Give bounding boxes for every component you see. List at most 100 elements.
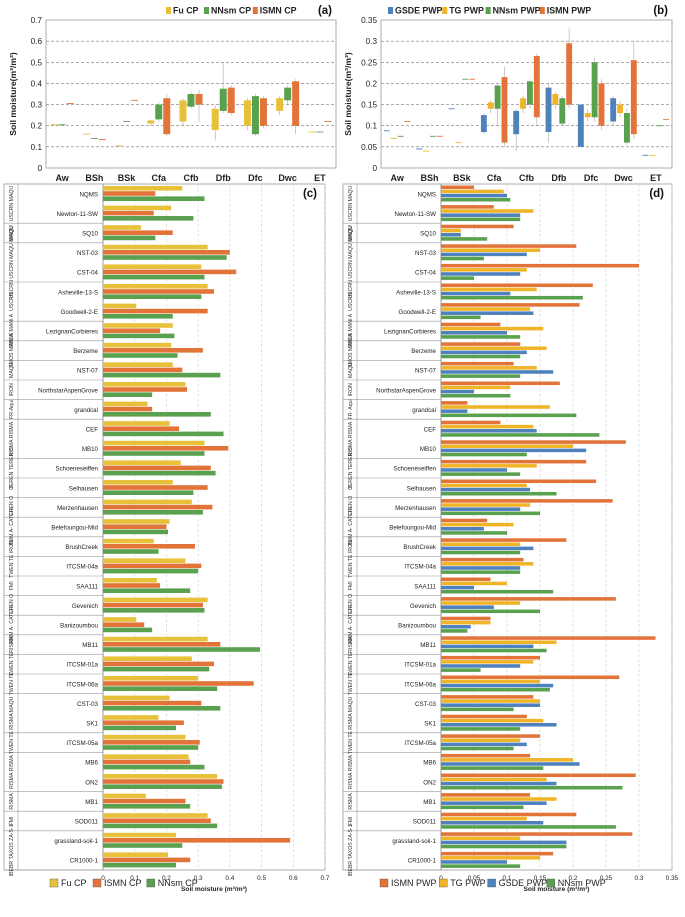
bar-gsde-pwp-itcsm-06a [441,683,554,688]
station-label: Selhausen [69,485,99,492]
legend-swatch [166,7,171,14]
box-tg-pwp-dfc [584,113,591,118]
box-tg-pwp-cfa [487,102,494,109]
bar-ismn-cp-newton-11-sw [103,210,154,216]
bar-nnsm-cp-northstaraspengrove [103,392,153,397]
legend-label: GSDE PWP [395,6,443,16]
legend-swatch [379,878,389,888]
bar-nnsm-pwp-mb1 [441,805,524,810]
x-tick-label: 0.05 [468,875,481,882]
bar-nnsm-pwp-itcsm-01a [441,668,481,672]
box-fu-cp-dwc [276,98,284,111]
legend-label: ISMN PWP [391,878,437,888]
legend-swatch [204,7,209,14]
bar-tg-pwp-brushcreek [441,542,521,546]
network-label: O [348,486,354,490]
bar-gsde-pwp-mb1 [441,801,547,805]
bar-gsde-pwp-merzenhausen [441,507,521,511]
bar-ismn-pwp-saa111 [441,577,491,582]
x-tick-label: BSk [118,173,137,183]
bar-nnsm-pwp-goodwell-2-e [441,315,481,320]
bar-fu-cp-cst-04 [103,264,202,269]
network-label: TEREN TEREN O [9,447,15,489]
station-label: Berzeme [73,348,98,355]
bar-ismn-pwp-sk1 [441,714,527,719]
box-ismn-pwp-cfa [501,77,508,143]
network-label: TEREN O [9,594,15,617]
station-label: ITCSM-04a [66,564,98,571]
bar-nnsm-cp-itcsm-06a [103,686,218,691]
x-tick-label: 0.2 [569,875,578,882]
bar-fu-cp-nst-03 [103,244,208,250]
station-label: CR1000-1 [408,858,437,865]
station-label: ON2 [423,779,436,786]
bar-ismn-cp-mb6 [103,759,191,765]
network-label: FMI [348,581,354,590]
bar-tg-pwp-sod011 [441,816,527,821]
box-ismn-pwp-dfc [598,83,605,126]
station-label: MB1 [423,799,436,806]
bar-gsde-pwp-itcsm-01a [441,664,521,668]
box-tg-pwp-cfb [520,98,526,109]
station-label: MB10 [420,446,437,453]
bar-fu-cp-schoeneseiffen [103,460,181,465]
x-tick-label: Cfb [184,173,199,183]
bar-nnsm-cp-itcsm-04a [103,568,199,574]
bar-ismn-pwp-cst-03 [441,695,534,699]
bar-nnsm-pwp-nst-07 [441,374,521,378]
y-tick-label: 0.4 [31,79,43,88]
station-label: NorthstarAspenGrove [376,387,436,394]
bar-ismn-cp-nst-03 [103,250,230,255]
x-tick-label: Cfa [152,173,167,183]
bar-tg-pwp-cr1000-1 [441,856,540,860]
network-label: TWEN TE [348,652,354,676]
network-label: IRON [348,540,354,553]
bar-ismn-cp-nst-07 [103,367,183,373]
bar-ismn-pwp-banizoumbou [441,616,491,621]
bar-nnsm-pwp-mb6 [441,766,544,770]
box-tg-pwp-dwc [617,104,623,114]
network-label: TWEN TE [9,554,15,578]
bar-ismn-pwp-berzeme [441,342,521,346]
station-label: ITCSM-05a [66,740,98,747]
bar-ismn-cp-lezignancorbieres [103,328,161,333]
bar-gsde-pwp-asheville-13-s [441,291,511,296]
station-label: Merzenhausen [57,505,98,512]
box-nnsm-pwp-dfc [591,62,598,118]
bar-nnsm-pwp-saa111 [441,589,554,594]
bar-nnsm-pwp-itcsm-06a [441,687,550,692]
station-label: NST-03 [77,250,99,257]
network-label: MAQU [9,362,15,378]
panel-label: (d) [649,188,664,200]
bar-ismn-pwp-northstaraspengrove [441,381,560,386]
box-fu-cp-cfa [147,120,155,124]
network-label: TWEN TE [348,554,354,578]
bar-fu-cp-brushcreek [103,538,154,544]
y-tick-label: 0.5 [31,58,43,67]
bar-fu-cp-itcsm-05a [103,734,186,740]
bar-fu-cp-cef [103,421,170,426]
y-tick-label: 0.1 [366,122,378,131]
bar-tg-pwp-merzenhausen [441,503,531,507]
bar-tg-pwp-selhausen [441,483,527,488]
station-label: NST-07 [415,368,437,375]
x-tick-label: 0.25 [600,875,613,882]
network-label: IBEBR TAXOS ZA-S-1 [9,824,15,876]
station-label: MB1 [85,799,98,806]
bar-nnsm-cp-gevenich [103,608,205,613]
legend-swatch [487,878,496,888]
bar-fu-cp-on2 [103,774,218,779]
station-label: SK1 [424,721,436,728]
bar-fu-cp-grandcal [103,401,148,407]
bar-ismn-cp-cr1000-1 [103,857,191,863]
bar-nnsm-pwp-belefoungou-mid [441,531,507,535]
station-label: grassland-soil-1 [392,838,436,845]
bar-fu-cp-grassland-soil-1 [103,832,176,838]
bar-ismn-cp-itcsm-04a [103,563,202,569]
bar-gsde-pwp-gevenich [441,605,494,609]
bar-fu-cp-sod011 [103,813,208,818]
bar-nnsm-cp-schoeneseiffen [103,470,216,476]
bar-nnsm-cp-banizoumbou [103,627,153,633]
y-tick-label: 0.25 [361,58,377,67]
network-label: MAQU [348,362,354,378]
